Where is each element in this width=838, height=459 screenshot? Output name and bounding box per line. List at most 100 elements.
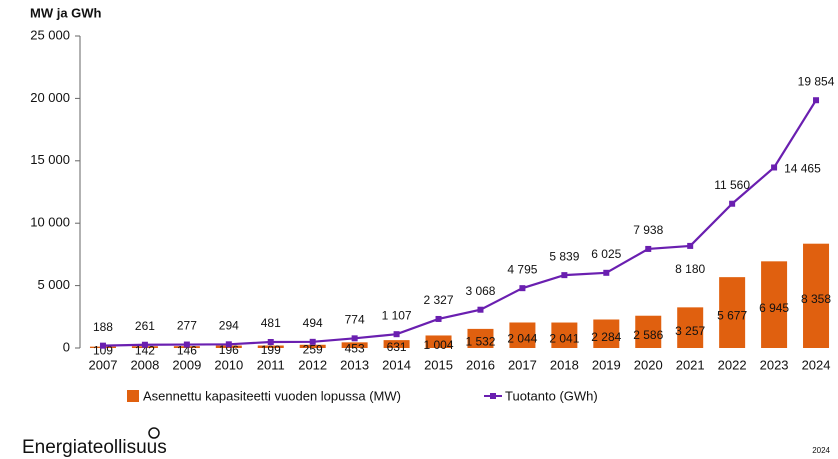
bar — [593, 319, 620, 348]
line-marker — [729, 200, 736, 207]
line-value-label: 6 025 — [591, 247, 621, 261]
x-tick-label: 2011 — [257, 357, 285, 372]
x-tick-label: 2012 — [298, 357, 327, 372]
line-value-label: 277 — [177, 319, 197, 333]
line-marker — [813, 97, 820, 104]
line-value-label: 3 068 — [465, 284, 495, 298]
bar-value-label: 1 004 — [424, 338, 454, 352]
bar-value-label: 631 — [387, 340, 407, 354]
line-marker — [183, 341, 190, 348]
line-value-label: 774 — [345, 313, 365, 327]
line-marker — [645, 245, 652, 252]
line-value-label: 1 107 — [382, 308, 412, 322]
bar — [299, 344, 326, 348]
line-marker — [771, 164, 778, 171]
line-marker — [435, 315, 442, 322]
logo: Energiateollisuus — [22, 427, 167, 458]
x-tick-label: 2020 — [634, 357, 663, 372]
x-tick-label: 2022 — [718, 357, 747, 372]
legend-swatch — [127, 390, 139, 402]
bar-value-label: 259 — [303, 343, 323, 357]
line-value-label: 494 — [303, 316, 323, 330]
bar — [341, 342, 368, 348]
x-tick-label: 2019 — [592, 357, 621, 372]
bar-value-label: 199 — [261, 343, 281, 357]
x-tick-label: 2016 — [466, 357, 495, 372]
x-tick-label: 2007 — [89, 357, 118, 372]
line-marker — [267, 338, 274, 345]
bar — [719, 277, 746, 348]
bar-value-label: 142 — [135, 343, 155, 357]
y-tick-label: 20 000 — [30, 90, 70, 105]
line-marker — [519, 285, 526, 292]
line-marker — [99, 342, 106, 349]
line-value-label: 7 938 — [633, 223, 663, 237]
x-tick-label: 2017 — [508, 357, 537, 372]
y-tick-label: 0 — [63, 339, 70, 354]
x-tick-label: 2024 — [802, 357, 831, 372]
bar-value-label: 2 586 — [633, 328, 663, 342]
line-value-label: 4 795 — [507, 262, 537, 276]
line-marker — [477, 306, 484, 313]
bar — [425, 335, 452, 348]
line-value-label: 8 180 — [675, 262, 705, 276]
y-tick-label: 25 000 — [30, 27, 70, 42]
y-tick-label: 10 000 — [30, 215, 70, 230]
bar — [635, 315, 662, 348]
line-marker — [309, 338, 316, 345]
line-value-label: 5 839 — [549, 249, 579, 263]
bar-value-label: 196 — [219, 343, 239, 357]
legend-swatch — [490, 393, 496, 399]
bar — [257, 345, 284, 348]
footer-year: 2024 — [812, 446, 830, 455]
bar-value-label: 453 — [345, 341, 365, 355]
bar-value-label: 3 257 — [675, 324, 705, 338]
x-tick-label: 2014 — [382, 357, 411, 372]
bar — [761, 261, 788, 348]
bar — [509, 322, 536, 348]
bar — [677, 307, 704, 348]
brand: Energiateollisuus — [22, 437, 167, 458]
x-tick-label: 2010 — [214, 357, 243, 372]
x-tick-label: 2009 — [172, 357, 201, 372]
bar-value-label: 6 945 — [759, 301, 789, 315]
axis-title: MW ja GWh — [30, 5, 102, 20]
y-tick-label: 5 000 — [37, 277, 70, 292]
x-tick-label: 2013 — [340, 357, 369, 372]
bar-value-label: 146 — [177, 343, 197, 357]
line-value-label: 2 327 — [424, 293, 454, 307]
bar — [383, 340, 410, 348]
bar — [803, 243, 830, 348]
bar — [551, 322, 578, 348]
line-marker — [561, 272, 568, 279]
line-value-label: 19 854 — [798, 74, 835, 88]
line-value-label: 11 560 — [714, 178, 750, 192]
line-value-label: 294 — [219, 319, 239, 333]
bar-value-label: 5 677 — [717, 309, 747, 323]
bar-value-label: 8 358 — [801, 292, 831, 306]
line — [102, 99, 817, 347]
bar-value-label: 2 284 — [591, 330, 621, 344]
x-tick-label: 2023 — [760, 357, 789, 372]
x-tick-label: 2008 — [130, 357, 159, 372]
line-marker — [225, 341, 232, 348]
bar — [467, 328, 494, 348]
line-value-label: 14 465 — [784, 162, 821, 176]
line-value-label: 188 — [93, 320, 113, 334]
line-marker — [393, 331, 400, 338]
x-tick-label: 2018 — [550, 357, 579, 372]
bar-value-label: 109 — [93, 343, 113, 357]
bar-value-label: 2 044 — [507, 331, 537, 345]
legend-label: Asennettu kapasiteetti vuoden lopussa (M… — [143, 388, 401, 403]
line-value-label: 261 — [135, 319, 155, 333]
line-value-label: 481 — [261, 316, 281, 330]
logo-icon — [148, 427, 160, 439]
y-tick-label: 15 000 — [30, 152, 70, 167]
legend-label: Tuotanto (GWh) — [505, 388, 598, 403]
line-marker — [687, 242, 694, 249]
bar-value-label: 2 041 — [549, 331, 579, 345]
x-tick-label: 2021 — [676, 357, 705, 372]
x-tick-label: 2015 — [424, 357, 453, 372]
bar-value-label: 1 532 — [465, 335, 495, 349]
